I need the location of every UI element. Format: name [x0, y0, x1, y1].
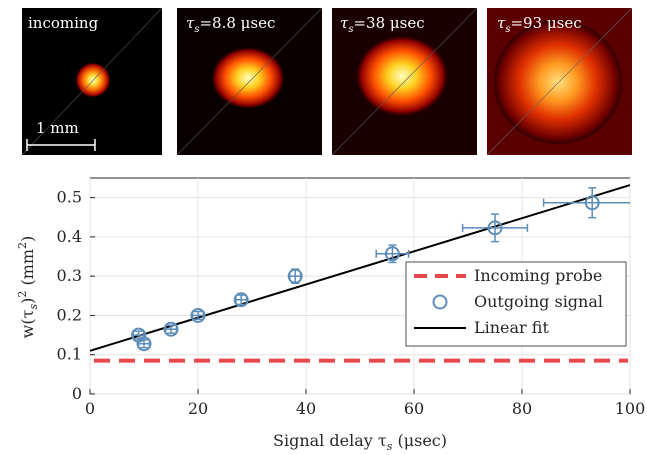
outgoing-signal-point: [542, 187, 630, 219]
outgoing-signal-point: [136, 336, 152, 352]
x-tick-label: 20: [188, 399, 208, 418]
y-tick-label: 0.5: [57, 188, 82, 207]
panel-tau-38-diagonal: [331, 7, 478, 156]
outgoing-signal-marker: [287, 268, 303, 284]
panel-tau-93-spot: [494, 20, 622, 144]
outgoing-signal-point: [461, 213, 529, 243]
x-axis-ticks: 0 20 40 60 80 100: [85, 389, 645, 418]
legend-label-incoming-probe: Incoming probe: [474, 266, 602, 285]
panel-tau-8-8-label: τs=8.8 μsec: [186, 14, 275, 35]
y-tick-label: 0: [72, 384, 82, 403]
x-tick-label: 100: [615, 399, 646, 418]
scale-bar: 1 mm: [26, 119, 96, 151]
scale-bar-label: 1 mm: [36, 119, 79, 137]
outgoing-signal-marker: [136, 336, 152, 352]
y-tick-label: 0.2: [57, 305, 82, 324]
panel-tau-38: τs=38 μsec: [331, 7, 478, 156]
outgoing-signal-marker: [163, 321, 179, 337]
x-tick-label: 40: [296, 399, 316, 418]
x-axis-label: Signal delay τs (μsec): [273, 431, 447, 453]
linear-fit-line: [89, 184, 631, 352]
y-tick-label: 0.3: [57, 266, 82, 285]
outgoing-signal-marker: [584, 195, 600, 211]
outgoing-signal-marker: [233, 292, 249, 308]
panel-tau-93: τs=93 μsec: [486, 7, 633, 156]
panel-incoming-diagonal: [21, 7, 163, 156]
y-tick-label: 0.1: [57, 345, 82, 364]
panel-tau-93-diagonal: [486, 7, 633, 156]
panel-tau-38-spot: [354, 34, 450, 118]
x-tick-label: 60: [404, 399, 424, 418]
panel-tau-93-label: τs=93 μsec: [497, 14, 582, 35]
outgoing-signal-point: [287, 268, 303, 285]
series-linear-fit: [89, 184, 631, 352]
outgoing-signal-marker: [487, 220, 503, 236]
y-axis-ticks: 0 0.1 0.2 0.3 0.4 0.5: [57, 188, 95, 403]
outgoing-signal-marker: [190, 307, 206, 323]
panel-tau-8-8: τs=8.8 μsec: [176, 7, 323, 156]
panel-incoming-label: incoming: [28, 14, 99, 32]
outgoing-signal-point: [375, 244, 410, 264]
x-tick-label: 0: [85, 399, 95, 418]
legend-label-outgoing-signal: Outgoing signal: [474, 292, 603, 311]
x-tick-label: 80: [512, 399, 532, 418]
outgoing-signal-point: [163, 321, 179, 337]
y-tick-label: 0.4: [57, 227, 82, 246]
panel-tau-8-8-diagonal: [176, 7, 323, 156]
y-axis-label: w(τs)2 (mm2): [16, 236, 40, 339]
panel-incoming: incoming 1 mm: [21, 7, 163, 156]
legend: Incoming probe Outgoing signal Linear fi…: [405, 261, 627, 347]
series-outgoing-signal: [131, 187, 630, 352]
panel-tau-8-8-spot: [210, 46, 286, 110]
panel-tau-38-label: τs=38 μsec: [340, 14, 425, 35]
legend-swatch-outgoing-signal: [432, 294, 448, 310]
outgoing-signal-point: [233, 292, 249, 308]
legend-label-linear-fit: Linear fit: [474, 318, 549, 337]
outgoing-signal-point: [190, 307, 206, 323]
outgoing-signal-marker: [384, 246, 400, 262]
